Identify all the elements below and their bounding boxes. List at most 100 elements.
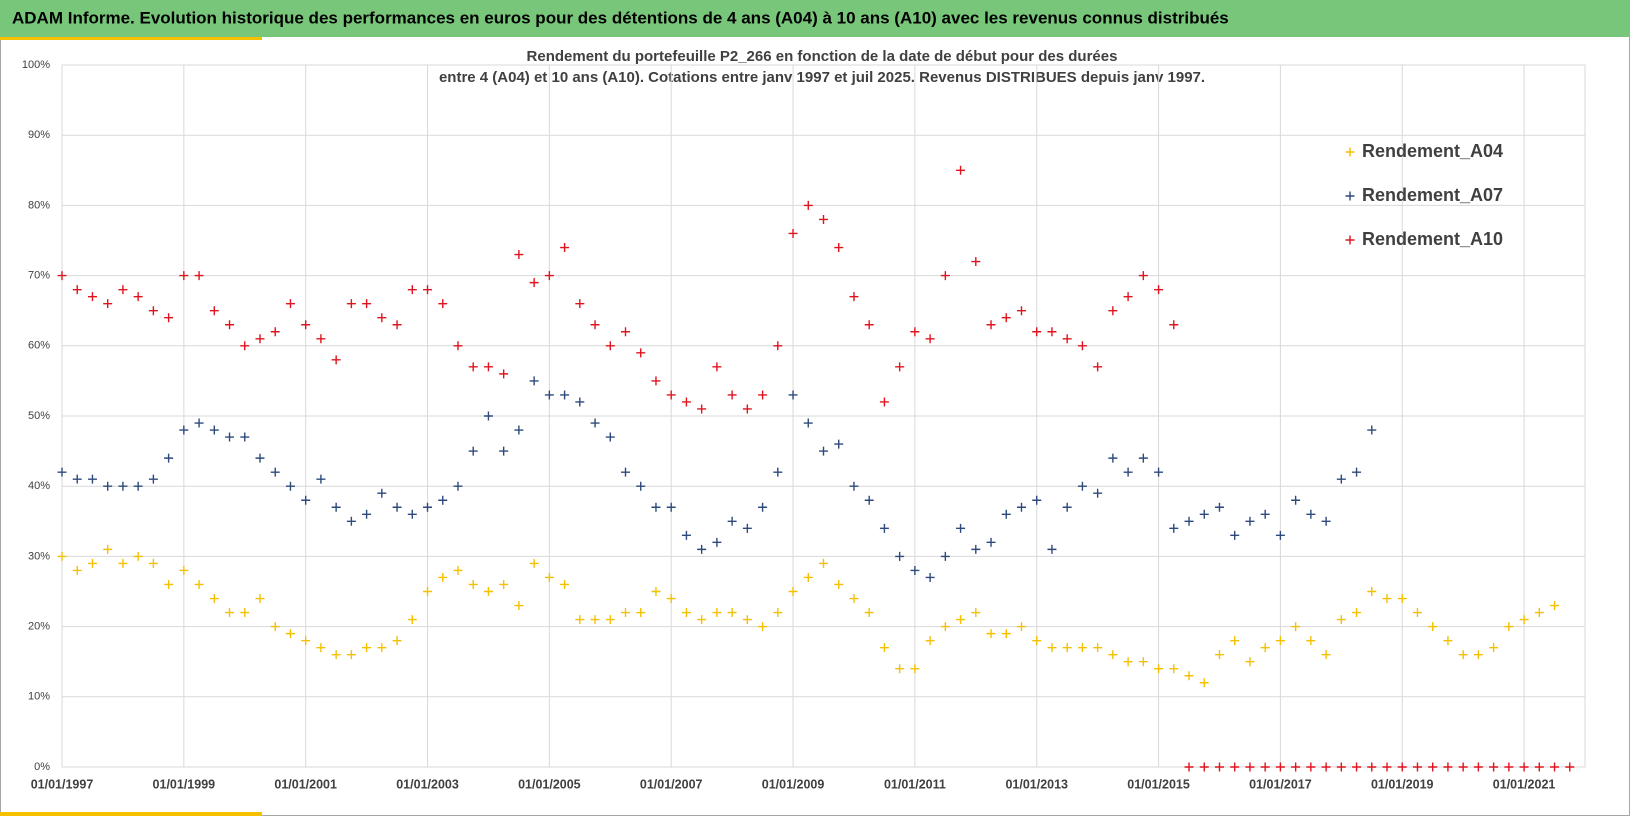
point (1032, 495, 1042, 505)
point (1534, 762, 1544, 772)
point (514, 601, 524, 611)
x-tick-label: 01/01/2003 (396, 777, 459, 791)
point (1016, 622, 1026, 632)
point (499, 579, 509, 589)
point (1108, 650, 1118, 660)
point (590, 418, 600, 428)
point (209, 594, 219, 604)
point (925, 572, 935, 582)
x-tick-label: 01/01/2017 (1249, 777, 1312, 791)
point (1489, 643, 1499, 653)
point (879, 643, 889, 653)
point (1291, 495, 1301, 505)
point (179, 565, 189, 575)
point (1245, 657, 1255, 667)
y-tick-label: 30% (28, 550, 50, 562)
point (57, 551, 67, 561)
point (666, 502, 676, 512)
point (1519, 615, 1529, 625)
point (1199, 678, 1209, 688)
point (834, 579, 844, 589)
point (727, 390, 737, 400)
point (697, 615, 707, 625)
point (468, 362, 478, 372)
point (605, 615, 615, 625)
point (285, 629, 295, 639)
point (1169, 664, 1179, 674)
legend-label: Rendement_A07 (1362, 185, 1503, 205)
point (864, 608, 874, 618)
point (1489, 762, 1499, 772)
point (1184, 516, 1194, 526)
point (225, 608, 235, 618)
point (1245, 516, 1255, 526)
point (727, 516, 737, 526)
point (438, 572, 448, 582)
point (499, 369, 509, 379)
point (758, 622, 768, 632)
point (1367, 762, 1377, 772)
point (1001, 509, 1011, 519)
point (240, 432, 250, 442)
point (285, 299, 295, 309)
point (681, 530, 691, 540)
point (209, 306, 219, 316)
point (636, 348, 646, 358)
point (453, 341, 463, 351)
point (392, 502, 402, 512)
point (1230, 530, 1240, 540)
point (392, 636, 402, 646)
point (940, 271, 950, 281)
point (803, 572, 813, 582)
legend-marker (1345, 235, 1355, 245)
point (1199, 762, 1209, 772)
point (788, 228, 798, 238)
point (1336, 615, 1346, 625)
point (575, 615, 585, 625)
point (1519, 762, 1529, 772)
point (773, 608, 783, 618)
point (1169, 320, 1179, 330)
point (544, 271, 554, 281)
point (118, 558, 128, 568)
point (301, 636, 311, 646)
point (1306, 509, 1316, 519)
point (1291, 762, 1301, 772)
point (621, 327, 631, 337)
y-tick-label: 20% (28, 621, 50, 633)
point (407, 615, 417, 625)
point (499, 446, 509, 456)
point (1504, 622, 1514, 632)
x-tick-label: 01/01/2011 (884, 777, 946, 791)
y-tick-label: 90% (28, 129, 50, 141)
x-tick-label: 01/01/1997 (31, 777, 94, 791)
point (240, 341, 250, 351)
point (1275, 530, 1285, 540)
point (148, 558, 158, 568)
point (1047, 327, 1057, 337)
point (407, 509, 417, 519)
point (1428, 762, 1438, 772)
point (331, 502, 341, 512)
x-tick-label: 01/01/2007 (640, 777, 703, 791)
x-tick-label: 01/01/2005 (518, 777, 581, 791)
point (666, 390, 676, 400)
point (1047, 643, 1057, 653)
point (1138, 657, 1148, 667)
point (1534, 608, 1544, 618)
point (1443, 636, 1453, 646)
point (1306, 636, 1316, 646)
point (575, 299, 585, 309)
point (1245, 762, 1255, 772)
point (225, 320, 235, 330)
point (1138, 453, 1148, 463)
point (407, 285, 417, 295)
point (727, 608, 737, 618)
point (575, 397, 585, 407)
y-tick-label: 40% (28, 480, 50, 492)
chart-subtitle: entre 4 (A04) et 10 ans (A10). Cotations… (439, 69, 1205, 86)
point (1321, 762, 1331, 772)
point (1001, 629, 1011, 639)
point (910, 327, 920, 337)
point (819, 446, 828, 456)
